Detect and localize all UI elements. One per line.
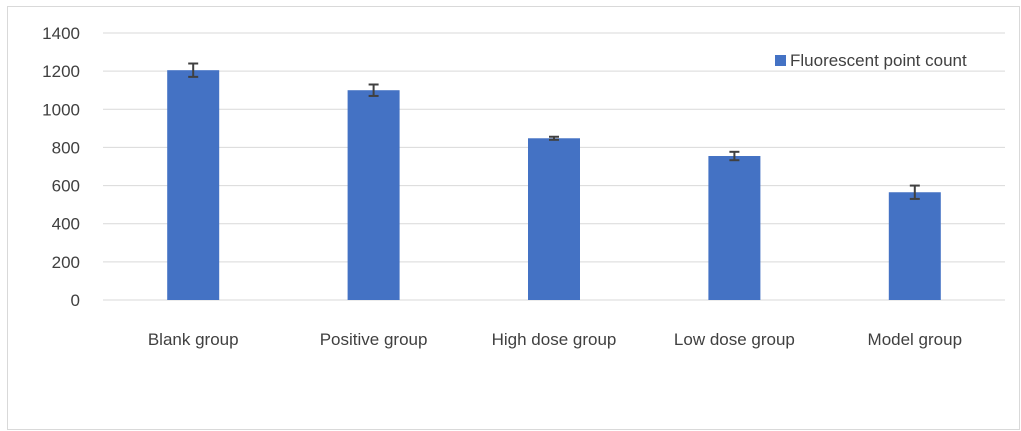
legend: Fluorescent point count — [775, 51, 967, 70]
bar — [347, 90, 400, 300]
y-tick-label: 200 — [52, 253, 80, 272]
y-tick-label: 0 — [71, 291, 80, 310]
y-axis-ticks: 0 200 400 600 800 1000 1200 1400 — [42, 24, 80, 310]
x-tick-label: Model group — [868, 330, 963, 349]
bars — [167, 70, 941, 300]
gridlines — [103, 32, 1005, 263]
y-tick-label: 1000 — [42, 100, 80, 119]
y-tick-label: 400 — [52, 215, 80, 234]
legend-swatch — [775, 55, 786, 66]
bar — [888, 192, 941, 300]
error-bar — [368, 83, 379, 97]
error-bars — [188, 62, 920, 200]
x-tick-label: Low dose group — [674, 330, 795, 349]
bar — [167, 70, 220, 300]
x-tick-label: Positive group — [320, 330, 428, 349]
x-axis-ticks: Blank group Positive group High dose group… — [148, 330, 962, 349]
y-tick-label: 1400 — [42, 24, 80, 43]
x-tick-label: High dose group — [492, 330, 617, 349]
error-bar — [729, 150, 740, 162]
bar — [708, 156, 761, 300]
y-tick-label: 1200 — [42, 62, 80, 81]
error-bar — [188, 62, 199, 78]
bar — [528, 138, 580, 300]
error-bar — [549, 135, 559, 141]
x-tick-label: Blank group — [148, 330, 239, 349]
legend-label: Fluorescent point count — [790, 51, 967, 70]
error-bar — [909, 184, 920, 200]
y-tick-label: 800 — [52, 138, 80, 157]
y-tick-label: 600 — [52, 177, 80, 196]
